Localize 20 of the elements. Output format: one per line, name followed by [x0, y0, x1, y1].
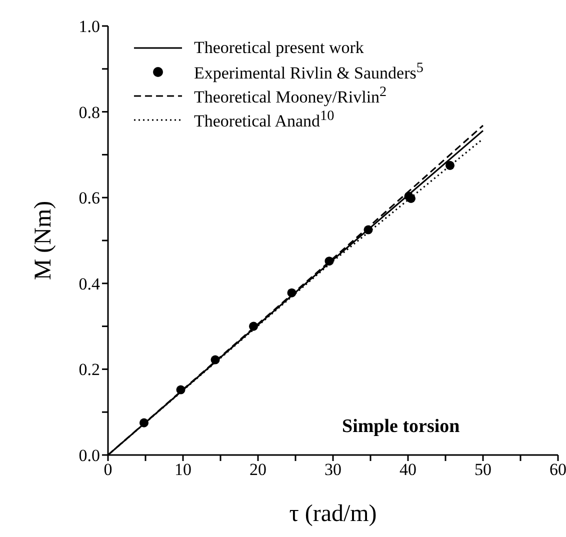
x-tick-label: 60: [550, 460, 566, 480]
y-tick-label: 1.0: [78, 17, 100, 36]
y-tick-label: 0.2: [78, 360, 100, 380]
x-tick-label: 50: [474, 460, 492, 480]
legend-label: Theoretical Mooney/Rivlin$^{2}$: [194, 84, 387, 108]
x-tick-label: 40: [400, 460, 416, 480]
x-axis-title: τ (rad/m): [289, 501, 377, 527]
legend-label: Theoretical present work: [194, 38, 364, 58]
legend-label: Theoretical Anand$^{10}$: [194, 108, 334, 132]
annotation: Simple torsion: [342, 416, 460, 438]
legend-label: Experimental Rivlin & Saunders$^{5}$: [194, 60, 424, 84]
y-tick-label: 0.6: [78, 188, 100, 208]
x-tick-label: 10: [174, 460, 192, 480]
y-axis-title: M (Nm): [30, 200, 57, 280]
x-tick-label: 20: [250, 460, 266, 480]
x-tick-label: 0: [104, 460, 112, 480]
y-tick-label: 0.4: [78, 274, 100, 294]
x-tick-label: 30: [324, 460, 342, 480]
y-tick-label: 0.8: [78, 102, 100, 122]
y-tick-label: 0.0: [78, 446, 100, 466]
